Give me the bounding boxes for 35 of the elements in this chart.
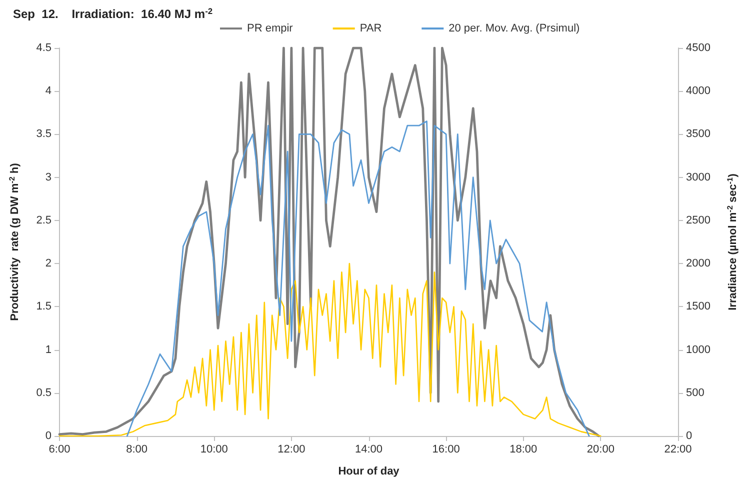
x-tick-label: 14:00 — [354, 444, 383, 456]
line-series — [58, 262, 602, 437]
x-tick-label: 18:00 — [510, 444, 538, 456]
legend-label: 20 per. Mov. Avg. (Prsimul) — [448, 22, 580, 34]
y2-tick-label: 3500 — [686, 128, 710, 140]
y-tick-label: 0 — [45, 430, 52, 442]
x-tick-label: 8:00 — [126, 444, 148, 456]
y-tick-label: 1 — [45, 344, 52, 356]
y-tick-label: 3.5 — [36, 128, 52, 140]
legend-label: PR empir — [247, 22, 294, 34]
y2-tick-label: 1500 — [686, 300, 710, 313]
y2-tick-label: 3000 — [686, 171, 710, 184]
y2-tick-label: 2500 — [686, 214, 710, 226]
y2-tick-label: 0 — [686, 430, 692, 442]
y2-tick-label: 1000 — [686, 344, 710, 356]
y2-tick-label: 4500 — [686, 42, 710, 54]
legend-label: PAR — [360, 22, 382, 34]
line-series — [126, 120, 590, 437]
x-tick-label: 16:00 — [432, 444, 460, 456]
x-tick-label: 10:00 — [200, 444, 228, 456]
y2-tick-label: 4000 — [686, 85, 710, 98]
y-tick-label: 3 — [45, 171, 52, 184]
x-tick-label: 6:00 — [48, 444, 70, 456]
y2-tick-label: 2000 — [686, 258, 710, 270]
y2-tick-label: 500 — [686, 386, 704, 399]
y-tick-label: 1.5 — [36, 300, 52, 313]
y-tick-label: 4 — [45, 85, 52, 98]
y-tick-label: 2 — [45, 258, 52, 270]
y-tick-label: 2.5 — [36, 214, 52, 226]
y-tick-label: 0.5 — [36, 386, 52, 399]
x-tick-label: 22:00 — [664, 444, 692, 456]
x-axis-title: Hour of day — [338, 466, 400, 478]
x-tick-label: 20:00 — [586, 444, 614, 456]
x-tick-label: 12:00 — [278, 444, 306, 456]
y-tick-label: 4.5 — [36, 42, 52, 54]
